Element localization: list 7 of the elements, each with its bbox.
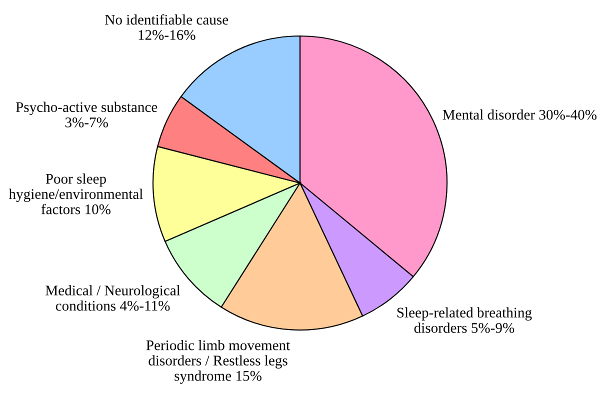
slice-label: Mental disorder 30%-40% bbox=[442, 109, 597, 120]
slice-label: Poor sleep hygiene/environmental factors 10% bbox=[8, 173, 143, 214]
slice-label: Periodic limb movement disorders / Restless legs syndrome 15% bbox=[146, 340, 290, 384]
slice-label: Psycho-active substance 3%-7% bbox=[16, 102, 158, 128]
slice-label: No identifiable cause 12%-16% bbox=[105, 14, 228, 40]
slice-label: Sleep-related breathing disorders 5%-9% bbox=[397, 307, 532, 333]
slice-label: Medical / Neurological conditions 4%-11% bbox=[46, 285, 180, 311]
